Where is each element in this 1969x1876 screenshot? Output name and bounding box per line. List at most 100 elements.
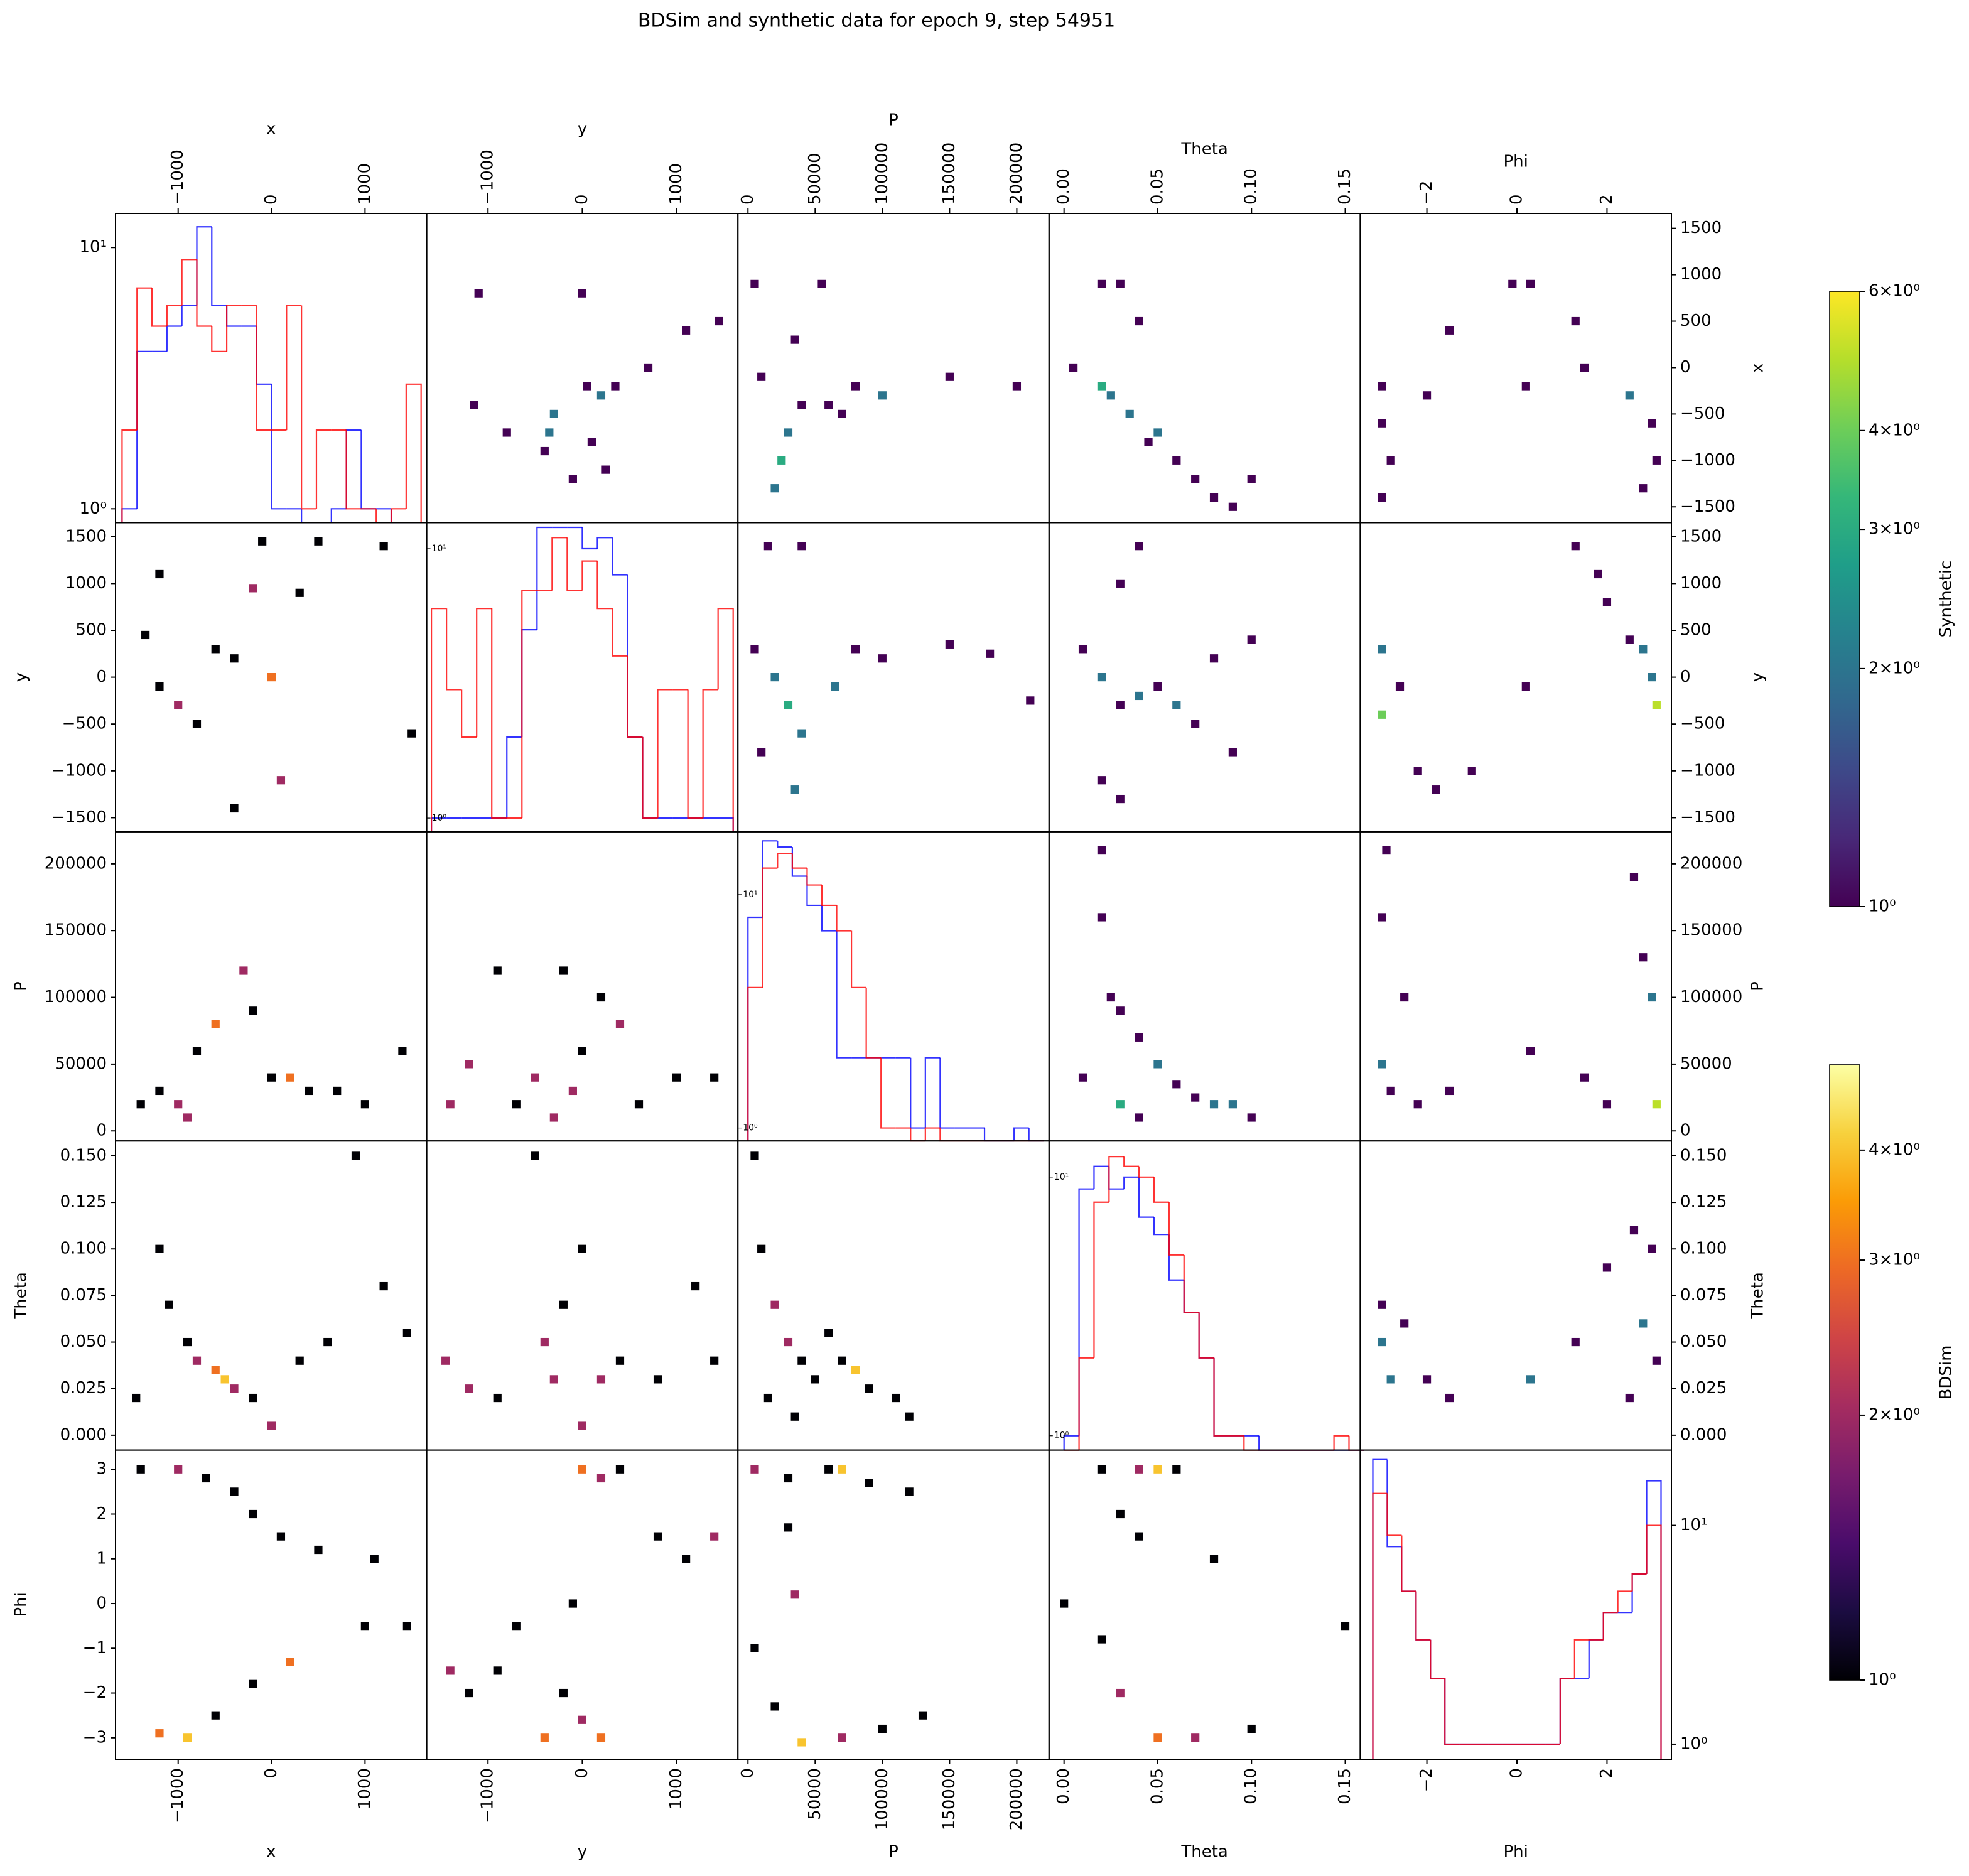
x-axis-label: P xyxy=(888,1843,898,1862)
hist-step xyxy=(1153,1217,1169,1236)
hist2d-cell xyxy=(1106,391,1115,400)
hist2d-cell xyxy=(1172,456,1181,465)
y-tick-label: −500 xyxy=(1680,714,1725,733)
hist2d-cell xyxy=(710,1356,719,1365)
hist2d-cell xyxy=(360,1622,369,1631)
x-axis-label: x xyxy=(266,1843,276,1862)
hist-step xyxy=(1213,1357,1229,1437)
hist-step xyxy=(1093,1165,1109,1189)
hist2d-cell xyxy=(878,654,887,663)
x-tick-label: 0.05 xyxy=(1148,168,1167,205)
hist2d-cell xyxy=(370,1555,379,1563)
hist2d-cell xyxy=(1106,993,1115,1002)
hist-step xyxy=(747,986,763,1141)
y-tick-label: 1000 xyxy=(1680,574,1722,593)
x-tick-label: 0 xyxy=(262,1768,281,1779)
hist2d-cell xyxy=(797,1738,806,1747)
panel xyxy=(426,213,739,524)
x-tick-label: −2 xyxy=(1417,1768,1436,1792)
hist2d-cell xyxy=(211,1020,220,1028)
hist2d-cell xyxy=(230,654,239,663)
hist2d-cell xyxy=(465,1688,473,1698)
hist-step xyxy=(390,508,406,523)
hist2d-cell xyxy=(1135,542,1143,551)
hist2d-cell xyxy=(596,1474,606,1483)
hist-step xyxy=(612,608,628,657)
hist2d-cell xyxy=(838,1356,846,1365)
hist2d-cell xyxy=(1386,1086,1395,1096)
panel-frame xyxy=(426,1449,739,1760)
x-tick-label: −1000 xyxy=(168,149,187,205)
hist-step xyxy=(1631,1573,1647,1592)
hist2d-cell xyxy=(379,542,388,551)
panel xyxy=(1359,522,1672,833)
panel xyxy=(737,213,1050,524)
hist2d-cell xyxy=(1594,569,1602,579)
hist2d-cell xyxy=(653,1375,662,1384)
hist2d-cell xyxy=(578,1244,586,1253)
hist2d-cell xyxy=(276,776,286,785)
hist-step xyxy=(196,259,212,327)
hist-step xyxy=(1602,1612,1618,1640)
hist2d-cell xyxy=(784,701,793,709)
hist2d-cell xyxy=(1413,1100,1422,1109)
hist-step xyxy=(1386,1493,1402,1536)
hist2d-cell xyxy=(1191,720,1200,728)
hist-step xyxy=(181,259,197,306)
hist2d-cell xyxy=(1116,1100,1125,1109)
hist-step xyxy=(1063,1435,1079,1450)
y-tick-label: 0 xyxy=(96,1594,107,1613)
hist2d-cell xyxy=(136,1465,145,1474)
hist2d-cell xyxy=(379,1281,388,1291)
hist2d-cell xyxy=(202,1474,210,1483)
y-axis-label: Phi xyxy=(12,1592,31,1617)
hist2d-cell xyxy=(1382,846,1391,855)
x-tick-label: 50000 xyxy=(806,1768,824,1820)
hist2d-cell xyxy=(441,1356,450,1365)
hist2d-cell xyxy=(1625,1393,1634,1403)
hist-step xyxy=(1243,1435,1260,1451)
hist-step xyxy=(596,537,613,549)
hist-step xyxy=(345,430,362,510)
hist-step xyxy=(1153,1177,1169,1203)
hist2d-cell xyxy=(1378,1060,1386,1069)
x-tick-label: 150000 xyxy=(940,143,959,205)
hist2d-cell xyxy=(568,475,577,483)
hist2d-cell xyxy=(502,428,511,437)
hist2d-cell xyxy=(1639,484,1648,493)
hist2d-cell xyxy=(578,289,586,298)
hist2d-cell xyxy=(402,1329,411,1337)
hist-step xyxy=(627,655,643,738)
hist2d-cell xyxy=(155,569,164,579)
y-axis-label: y xyxy=(12,672,31,682)
hist2d-cell xyxy=(1378,913,1386,922)
y-tick-label: 0.075 xyxy=(60,1286,107,1305)
hist-step xyxy=(375,509,392,524)
hist2d-cell xyxy=(549,1375,558,1384)
x-tick-label: 0.10 xyxy=(1242,168,1261,205)
hist-step xyxy=(806,876,823,907)
hist-step xyxy=(1631,1573,1647,1613)
x-axis-label: y xyxy=(578,120,587,139)
hist2d-cell xyxy=(1116,279,1125,288)
panel-frame xyxy=(115,1449,428,1760)
y-tick-label: −1500 xyxy=(51,808,107,827)
hist2d-cell xyxy=(811,1375,819,1384)
hist2d-cell xyxy=(1629,873,1639,881)
hist2d-cell xyxy=(1652,701,1661,709)
hist2d-cell xyxy=(132,1393,141,1403)
hist2d-cell xyxy=(1445,326,1454,335)
hist2d-cell xyxy=(1097,846,1106,855)
hist2d-cell xyxy=(314,537,323,546)
hist2d-cell xyxy=(174,701,183,709)
hist2d-cell xyxy=(1247,635,1256,644)
hist-tick-label: 10¹ xyxy=(743,890,757,900)
hist-step xyxy=(1602,1612,1618,1640)
hist2d-cell xyxy=(784,1474,793,1483)
panel: 10⁰ 10¹ xyxy=(1048,1140,1364,1451)
y-tick-label: 150000 xyxy=(45,921,107,940)
hist2d-cell xyxy=(1135,1113,1143,1122)
hist2d-cell xyxy=(682,326,691,335)
hist2d-cell xyxy=(249,584,257,593)
hist2d-cell xyxy=(1135,691,1143,701)
